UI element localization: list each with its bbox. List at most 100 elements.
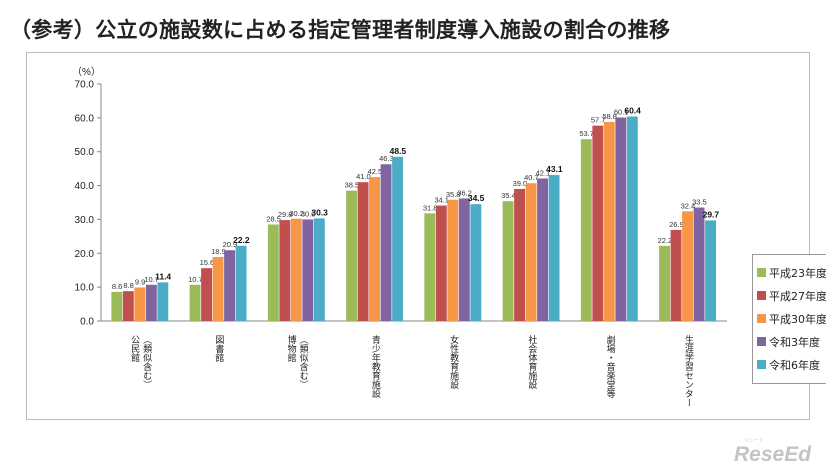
y-tick-label: 30.0 (75, 215, 95, 226)
resed-logo-text: ReseEd (734, 443, 812, 465)
data-label: 48.5 (390, 146, 407, 156)
data-label: 9.9 (135, 277, 145, 286)
bar (346, 190, 358, 321)
bar (592, 125, 604, 321)
data-label: 60.4 (624, 106, 641, 116)
category-label: 女性教育施設 (448, 334, 459, 390)
bar (357, 182, 369, 321)
legend-swatch (757, 337, 766, 346)
bar (290, 218, 302, 321)
bar (380, 164, 392, 321)
category-label: 公民館 (129, 335, 140, 363)
bar (514, 188, 526, 321)
data-label: 20.9 (223, 240, 238, 249)
data-label: 34.1 (434, 196, 449, 205)
data-label: 33.5 (692, 198, 707, 207)
y-tick-label: 60.0 (75, 113, 95, 124)
data-label: 30.2 (289, 209, 304, 218)
chart-legend: 平成23年度 平成27年度平成30年度令和3年度令和6年度 (752, 254, 826, 384)
data-label: 53.7 (579, 129, 594, 138)
bar (682, 211, 694, 321)
data-label: 22.2 (658, 236, 673, 245)
bar (279, 220, 291, 321)
bar (212, 257, 224, 321)
bar (525, 183, 537, 321)
y-tick-label: 50.0 (75, 147, 95, 158)
bar (201, 268, 213, 321)
legend-label: 平成23年度 (769, 266, 826, 280)
data-label: 46.3 (379, 154, 394, 163)
data-label: 34.5 (468, 193, 485, 203)
category-label: 博物館 (286, 334, 297, 363)
bar (313, 218, 325, 321)
bar (302, 219, 314, 321)
legend-label: 令和3年度 (769, 335, 820, 349)
data-label: 36.2 (457, 188, 472, 197)
bar (470, 204, 482, 321)
data-label: 30.3 (311, 207, 328, 217)
data-label: 42.5 (368, 167, 383, 176)
legend-label: 平成27年度 (769, 289, 826, 303)
bar (435, 205, 447, 321)
category-label: 青少年教育施設 (370, 334, 381, 399)
data-label: 29.8 (278, 210, 293, 219)
bar (424, 213, 436, 321)
category-label: （類似含む） (141, 335, 152, 389)
data-label: 42.1 (536, 168, 551, 177)
bar-chart: （%） 0.0 10.0 20.0 30.0 40.0 50.0 60.0 70.0 8.6 8.8… (72, 66, 727, 407)
category-label: 生涯学習センター (683, 334, 694, 407)
y-tick-label: 10.0 (75, 283, 95, 294)
bar (705, 220, 717, 321)
data-label: 29.7 (703, 209, 720, 219)
data-label: 26.9 (669, 220, 684, 229)
y-tick-label: 40.0 (75, 181, 95, 192)
data-label: 35.4 (501, 191, 516, 200)
bar (157, 282, 169, 321)
bar (537, 178, 549, 321)
data-label: 22.2 (233, 235, 250, 245)
resed-logo-small-text: リシード (744, 438, 764, 444)
legend-item: 平成30年度 (757, 307, 826, 330)
data-label: 10.7 (188, 275, 203, 284)
data-label: 18.9 (211, 247, 226, 256)
data-label: 38.5 (345, 181, 360, 190)
bar (145, 284, 157, 321)
y-tick-label: 0.0 (80, 317, 94, 328)
data-label: 35.8 (446, 190, 461, 199)
legend-item: 令和3年度 (757, 330, 826, 353)
category-label: 社会体育施設 (526, 334, 537, 390)
bar (693, 207, 705, 321)
bar (659, 245, 671, 321)
legend-label: 令和6年度 (769, 358, 820, 372)
legend-item: 平成23年度 (757, 261, 826, 284)
bar (670, 229, 682, 321)
bar (267, 224, 279, 321)
bar (122, 291, 134, 321)
data-label: 41.0 (356, 172, 371, 181)
bar (369, 177, 381, 321)
bar (458, 198, 470, 321)
bar (580, 139, 592, 321)
data-label: 57.7 (591, 116, 606, 125)
data-label: 15.6 (200, 258, 215, 267)
data-label: 10.7 (144, 275, 159, 284)
page-title: （参考）公立の施設数に占める指定管理者制度導入施設の割合の推移 (10, 18, 671, 42)
category-label: 劇場・音楽堂等 (605, 334, 616, 398)
y-axis-unit: （%） (72, 66, 101, 78)
data-label: 39.0 (513, 179, 528, 188)
y-tick-label: 70.0 (75, 80, 95, 91)
data-label: 11.4 (155, 271, 171, 281)
legend-item: 令和6年度 (757, 353, 826, 376)
bar (502, 201, 514, 321)
data-label: 8.8 (123, 281, 133, 290)
bar (111, 291, 123, 321)
legend-swatch (757, 314, 766, 323)
data-label: 31.8 (423, 203, 438, 212)
bar (189, 284, 201, 321)
data-label: 43.1 (546, 164, 563, 174)
bar (447, 199, 459, 321)
bar (615, 117, 627, 321)
legend-swatch (757, 268, 766, 277)
category-label: （類似含む） (298, 335, 309, 389)
chart-area: （%） 0.0 10.0 20.0 30.0 40.0 50.0 60.0 70.0 8.6 8.8… (26, 52, 810, 420)
